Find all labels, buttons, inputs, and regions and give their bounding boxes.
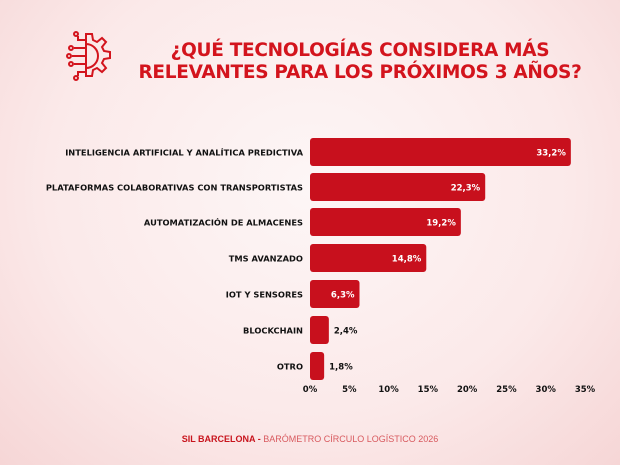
category-label: INTELIGENCIA ARTIFICIAL Y ANALÍTICA PRED… (65, 147, 303, 158)
category-label: OTRO (277, 362, 303, 372)
title-line-1: ¿QUÉ TECNOLOGÍAS CONSIDERA MÁS (170, 40, 550, 61)
gear-circuit-icon (62, 28, 118, 88)
category-label: IOT Y SENSORES (226, 290, 303, 300)
footer: SIL BARCELONA - BARÓMETRO CÍRCULO LOGÍST… (0, 434, 620, 444)
category-label: PLATAFORMAS COLABORATIVAS CON TRANSPORTI… (46, 183, 303, 193)
x-tick-label: 15% (418, 385, 439, 395)
footer-text: BARÓMETRO CÍRCULO LOGÍSTICO 2026 (260, 434, 439, 444)
bar (310, 316, 329, 344)
x-tick-label: 30% (536, 385, 557, 395)
x-tick-label: 25% (496, 385, 517, 395)
category-label: AUTOMATIZACIÓN DE ALMACENES (144, 217, 303, 228)
data-label: 19,2% (426, 219, 456, 229)
bar (310, 352, 325, 380)
bar (310, 138, 571, 166)
bar (310, 280, 360, 308)
title-line-2: RELEVANTES PARA LOS PRÓXIMOS 3 AÑOS? (138, 62, 582, 83)
data-label: 1,8% (329, 363, 353, 373)
x-tick-label: 5% (342, 385, 357, 395)
data-label: 22,3% (451, 184, 481, 194)
x-tick-label: 0% (303, 385, 318, 395)
x-tick-label: 20% (457, 385, 478, 395)
bar (310, 244, 427, 272)
chart-title: ¿QUÉ TECNOLOGÍAS CONSIDERA MÁS RELEVANTE… (100, 40, 620, 84)
bar (310, 208, 461, 236)
data-label: 33,2% (536, 149, 566, 159)
category-label: TMS AVANZADO (229, 254, 303, 264)
x-tick-label: 35% (575, 385, 596, 395)
data-label: 6,3% (331, 291, 355, 301)
footer-brand: SIL BARCELONA - (181, 434, 261, 444)
x-tick-label: 10% (378, 385, 399, 395)
data-label: 14,8% (392, 255, 422, 265)
category-label: BLOCKCHAIN (243, 326, 303, 336)
bar (310, 173, 486, 201)
data-label: 2,4% (334, 327, 358, 337)
